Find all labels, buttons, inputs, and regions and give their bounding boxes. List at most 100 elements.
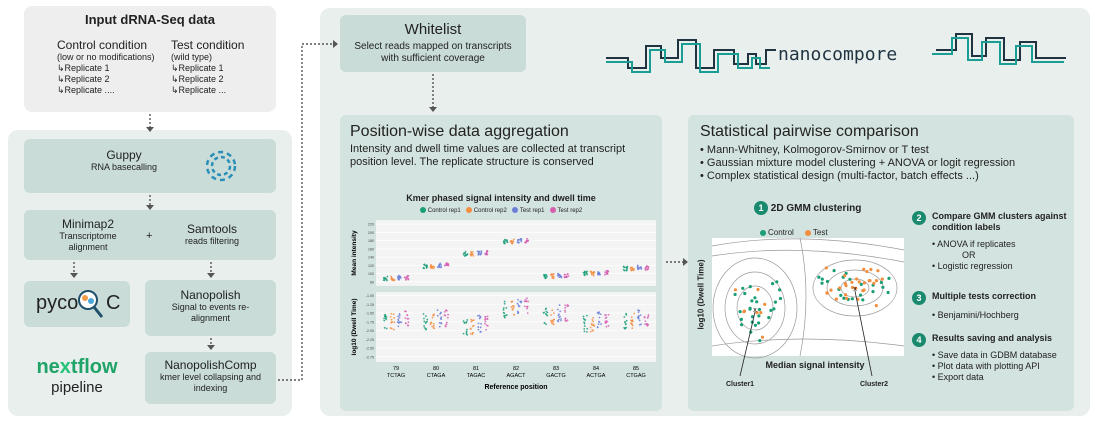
data-point [606, 271, 609, 274]
control-sub: (low or no modifications) [57, 52, 155, 62]
data-point [513, 238, 515, 241]
scatter-point [843, 274, 847, 278]
tick-label: 80 [433, 366, 439, 372]
data-point [591, 271, 594, 274]
data-point [583, 325, 586, 328]
data-point [526, 305, 528, 308]
data-point [404, 322, 407, 325]
data-point [423, 320, 426, 323]
data-point [563, 276, 566, 279]
data-point [484, 317, 487, 320]
stats-step: 2 Compare GMM clusters against condition… [912, 211, 1072, 272]
scatter-point [876, 269, 880, 273]
tick-label: ACTGA [587, 373, 606, 379]
data-point [439, 312, 441, 315]
data-point [438, 322, 441, 324]
aggregation-title: Position-wise data aggregation [350, 123, 569, 140]
data-point [564, 311, 567, 313]
data-point [567, 275, 570, 278]
scatter-point [758, 339, 762, 343]
data-point [407, 317, 410, 320]
data-point [598, 321, 601, 324]
data-point [385, 327, 388, 330]
data-point [472, 319, 475, 322]
scatter-point [881, 285, 885, 289]
tick-label: 120 [368, 264, 374, 268]
data-point [462, 320, 465, 323]
data-point [633, 268, 636, 270]
data-point [590, 323, 593, 326]
data-point [590, 270, 592, 273]
tick-label: -2.50 [366, 347, 374, 351]
tick-label: 80 [370, 280, 374, 284]
data-point [526, 307, 528, 310]
scatter-point [742, 310, 746, 314]
data-point [425, 266, 428, 269]
scatter-point [850, 280, 854, 284]
scatter-point [859, 282, 863, 286]
data-point [423, 325, 425, 327]
legend-item: Control rep2 [465, 207, 507, 214]
data-point [556, 320, 559, 322]
data-point [486, 250, 489, 253]
scatter-point [861, 289, 865, 293]
plot-area [376, 220, 656, 286]
gmm-ylabel: log10 (Dwell Time) [696, 259, 706, 330]
data-point [390, 327, 393, 330]
tick-label: 79 [393, 366, 399, 372]
data-point [502, 308, 505, 311]
data-point [631, 327, 634, 330]
data-point [466, 319, 469, 321]
scatter-point [886, 290, 890, 295]
guppy-logo-icon [205, 150, 237, 182]
data-point [383, 317, 385, 320]
data-point [423, 317, 425, 320]
data-point [583, 273, 586, 276]
test-condition: Test condition (wild type) ↳Replicate 1 … [171, 38, 271, 96]
data-point [432, 322, 435, 325]
data-point [644, 323, 646, 326]
data-point [551, 276, 553, 278]
tick-label: TCTAG [387, 373, 405, 379]
tick-label: 200 [368, 231, 374, 235]
data-point [646, 268, 649, 271]
scatter-point [767, 316, 771, 320]
data-point [597, 270, 600, 273]
scatter-point [750, 315, 755, 319]
scatter-point [733, 288, 737, 292]
step-item: • Logistic regression [932, 261, 1013, 271]
data-point [520, 301, 523, 304]
data-point [630, 269, 633, 272]
data-point [432, 326, 435, 329]
data-point [464, 250, 467, 253]
data-point [384, 317, 387, 320]
data-point [559, 275, 562, 278]
data-point [384, 315, 387, 318]
control-dot-icon [760, 229, 766, 236]
data-point [443, 311, 446, 313]
data-point [477, 326, 480, 328]
nextflow-x: x [59, 356, 71, 378]
data-point [506, 241, 509, 244]
data-point [480, 330, 482, 333]
scatter-point [874, 304, 878, 308]
pycoqc-suffix: C [106, 292, 121, 314]
data-point [589, 330, 592, 333]
data-point [546, 314, 549, 317]
chart-title: Kmer phased signal intensity and dwell t… [406, 193, 596, 203]
data-point [625, 266, 628, 269]
data-point [624, 323, 627, 326]
tick-label: 100 [368, 272, 374, 276]
data-point [431, 316, 434, 319]
scatter-point [778, 288, 782, 292]
pycoqc-prefix: pyco [36, 292, 79, 314]
data-point [444, 325, 447, 328]
data-point [551, 319, 554, 322]
data-point [472, 254, 475, 257]
step-number: 3 [912, 291, 926, 305]
test-sub: (wild type) [171, 52, 213, 62]
samtools-title: Samtools [186, 222, 238, 236]
data-point [485, 253, 487, 256]
data-point [407, 324, 409, 326]
data-point [390, 312, 393, 315]
